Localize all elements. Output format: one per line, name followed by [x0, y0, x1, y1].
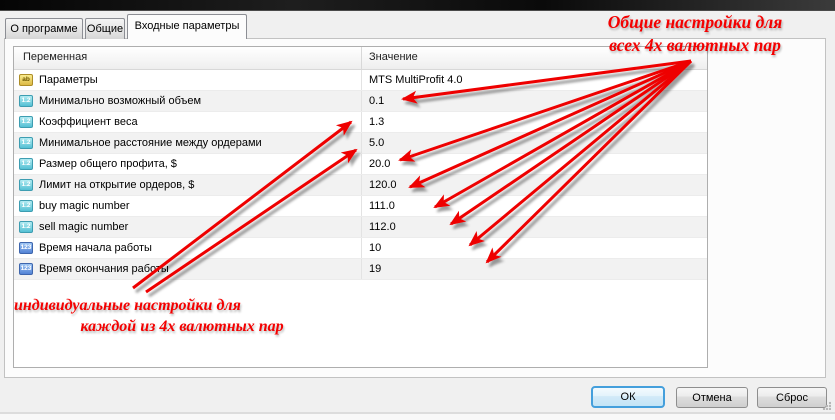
param-type-icon: 123	[19, 263, 33, 275]
annotation-line: каждой из 4х валютных пар	[80, 317, 284, 335]
param-rows: ab Параметры MTS MultiProfit 4.0 1.2 Мин…	[14, 70, 707, 280]
window-top-strip	[0, 0, 835, 11]
param-value-cell[interactable]: 120.0	[362, 175, 707, 195]
table-row[interactable]: 1.2 buy magic number 111.0	[14, 196, 707, 217]
annotation-line: всех 4х валютных пар	[609, 35, 781, 56]
param-name: Размер общего профита, $	[39, 158, 177, 170]
table-row[interactable]: 1.2 Размер общего профита, $ 20.0	[14, 154, 707, 175]
column-header-variable[interactable]: Переменная	[14, 47, 362, 69]
param-name: Минимальное расстояние между ордерами	[39, 137, 262, 149]
param-value-cell[interactable]: MTS MultiProfit 4.0	[362, 70, 707, 90]
param-value: 112.0	[369, 221, 396, 233]
param-value: 111.0	[369, 200, 395, 212]
table-row[interactable]: 1.2 Лимит на открытие ордеров, $ 120.0	[14, 175, 707, 196]
reset-button[interactable]: Сброс	[757, 387, 827, 408]
param-value: 20.0	[369, 158, 391, 170]
param-name-cell: 1.2 Размер общего профита, $	[14, 154, 362, 174]
param-type-icon: 123	[19, 242, 33, 254]
param-name-cell: 123 Время начала работы	[14, 238, 362, 258]
param-type-icon: 1.2	[19, 200, 33, 212]
param-name-cell: ab Параметры	[14, 70, 362, 90]
table-row[interactable]: 123 Время окончания работы 19	[14, 259, 707, 280]
param-name: buy magic number	[39, 200, 130, 212]
param-name-cell: 1.2 sell magic number	[14, 217, 362, 237]
table-row[interactable]: 1.2 Коэффициент веса 1.3	[14, 112, 707, 133]
ok-button[interactable]: ОК	[591, 386, 665, 408]
param-name-cell: 1.2 Коэффициент веса	[14, 112, 362, 132]
param-value-cell[interactable]: 112.0	[362, 217, 707, 237]
table-row[interactable]: 1.2 Минимально возможный объем 0.1	[14, 91, 707, 112]
param-value: 10	[369, 242, 382, 254]
tab-about[interactable]: О программе	[5, 18, 83, 39]
cancel-button[interactable]: Отмена	[676, 387, 748, 408]
resize-grip-icon[interactable]	[822, 401, 831, 410]
annotation-individual-settings: индивидуальные настройки для каждой из 4…	[14, 296, 350, 338]
table-row[interactable]: 1.2 sell magic number 112.0	[14, 217, 707, 238]
param-value: MTS MultiProfit 4.0	[369, 74, 463, 86]
param-value: 5.0	[369, 137, 385, 149]
param-name-cell: 1.2 buy magic number	[14, 196, 362, 216]
param-name: Минимально возможный объем	[39, 95, 202, 107]
param-name: Время начала работы	[39, 242, 152, 254]
param-value: 19	[369, 263, 382, 275]
table-row[interactable]: 1.2 Минимальное расстояние между ордерам…	[14, 133, 707, 154]
param-value-cell[interactable]: 19	[362, 259, 707, 279]
annotation-line: индивидуальные настройки для	[14, 297, 241, 314]
tab-common[interactable]: Общие	[85, 18, 125, 39]
table-row[interactable]: 123 Время начала работы 10	[14, 238, 707, 259]
param-value-cell[interactable]: 10	[362, 238, 707, 258]
param-name-cell: 1.2 Минимально возможный объем	[14, 91, 362, 111]
window-bottom-strip	[0, 414, 835, 420]
param-value-cell[interactable]: 0.1	[362, 91, 707, 111]
tab-inputs[interactable]: Входные параметры	[127, 14, 247, 39]
param-type-icon: 1.2	[19, 137, 33, 149]
tab-bar: О программе Общие Входные параметры	[4, 14, 404, 39]
param-type-icon: 1.2	[19, 158, 33, 170]
param-type-icon: 1.2	[19, 179, 33, 191]
param-value: 0.1	[369, 95, 385, 107]
param-value: 1.3	[369, 116, 385, 128]
param-value-cell[interactable]: 20.0	[362, 154, 707, 174]
param-value: 120.0	[369, 179, 397, 191]
param-value-cell[interactable]: 111.0	[362, 196, 707, 216]
param-name: sell magic number	[39, 221, 129, 233]
param-type-icon: 1.2	[19, 95, 33, 107]
param-name-cell: 123 Время окончания работы	[14, 259, 362, 279]
param-name: Коэффициент веса	[39, 116, 138, 128]
table-row[interactable]: ab Параметры MTS MultiProfit 4.0	[14, 70, 707, 91]
param-name: Время окончания работы	[39, 263, 169, 275]
param-type-icon: 1.2	[19, 116, 33, 128]
param-value-cell[interactable]: 5.0	[362, 133, 707, 153]
param-name: Лимит на открытие ордеров, $	[39, 179, 195, 191]
param-name-cell: 1.2 Лимит на открытие ордеров, $	[14, 175, 362, 195]
annotation-common-settings: Общие настройки для всех 4х валютных пар	[556, 11, 834, 57]
param-name-cell: 1.2 Минимальное расстояние между ордерам…	[14, 133, 362, 153]
param-type-icon: 1.2	[19, 221, 33, 233]
param-name: Параметры	[39, 74, 98, 86]
param-value-cell[interactable]: 1.3	[362, 112, 707, 132]
annotation-line: Общие настройки для	[607, 12, 783, 32]
dialog-bottom-edge	[0, 412, 835, 414]
param-type-icon: ab	[19, 74, 33, 86]
